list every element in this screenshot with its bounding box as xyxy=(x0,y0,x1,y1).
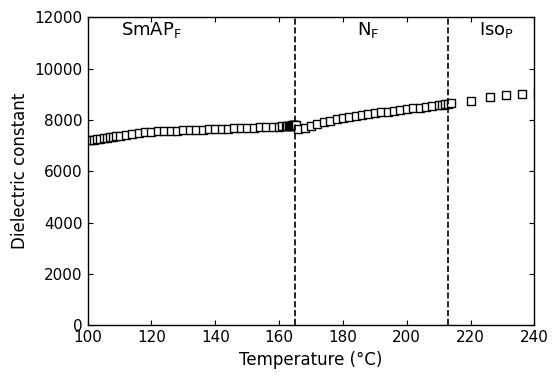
X-axis label: Temperature (°C): Temperature (°C) xyxy=(239,351,382,369)
Text: SmAP$_\mathregular{F}$: SmAP$_\mathregular{F}$ xyxy=(121,20,182,40)
Y-axis label: Dielectric constant: Dielectric constant xyxy=(11,93,29,249)
Text: N$_\mathregular{F}$: N$_\mathregular{F}$ xyxy=(357,20,380,40)
Text: Iso$_\mathregular{P}$: Iso$_\mathregular{P}$ xyxy=(479,20,514,40)
